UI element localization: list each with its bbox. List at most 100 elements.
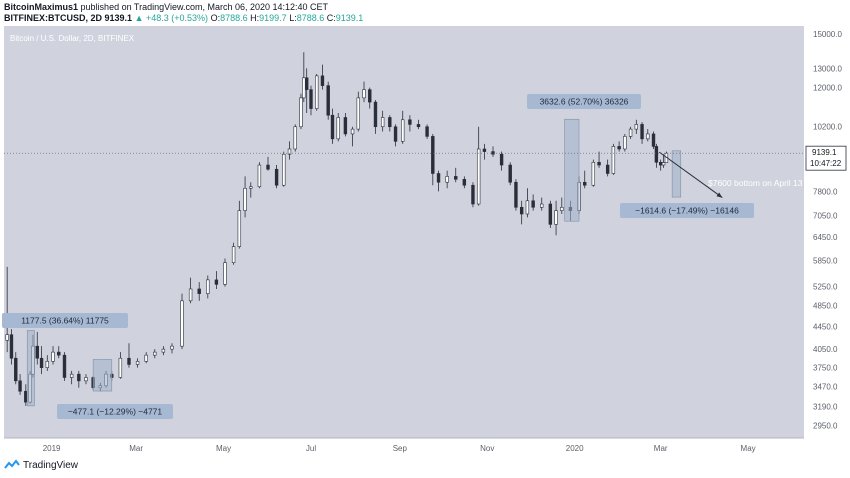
candle-body (14, 357, 18, 382)
price-scale[interactable] (804, 26, 850, 438)
candle-body (170, 345, 174, 350)
candle-body (51, 351, 55, 362)
price-tag-countdown: 10:47:22 (810, 159, 842, 168)
candle-body (266, 164, 270, 170)
candle-body (197, 288, 201, 294)
y-tick-label: 10200.0 (813, 123, 842, 132)
y-tick-label: 4850.0 (813, 302, 838, 311)
projection-annotation: $7600 bottom on April 13 (708, 178, 803, 188)
candle-body (368, 89, 372, 103)
x-tick-label: 2019 (43, 444, 61, 453)
range-label: 1177.5 (36.64%) 11775 (21, 316, 109, 326)
candle-body (343, 117, 348, 135)
tradingview-brand[interactable]: TradingView (4, 459, 78, 471)
y-tick-label: 3750.0 (813, 364, 838, 373)
candle-body (231, 246, 236, 263)
candle-body (531, 200, 535, 208)
range-label-box (527, 94, 641, 109)
range-label-box (620, 203, 754, 218)
candle-body (380, 117, 385, 128)
candle-body (431, 136, 435, 174)
x-tick-label: May (216, 444, 231, 453)
candle-body (57, 351, 61, 356)
candle-body (476, 148, 481, 205)
candle-body (548, 203, 553, 225)
candle-body (180, 300, 184, 347)
candle-body (214, 279, 219, 285)
candle-body (249, 186, 253, 189)
x-tick-label: Mar (129, 444, 143, 453)
arrow-head-icon (716, 192, 723, 198)
candle-body (373, 101, 378, 128)
author-name[interactable]: BitcoinMaximus1 (4, 2, 79, 12)
x-tick-label: 2020 (566, 444, 584, 453)
range-label-box (57, 404, 173, 419)
candle-body (287, 148, 292, 155)
y-tick-label: 7050.0 (813, 212, 838, 221)
candle-body (320, 75, 325, 86)
candle-body (605, 164, 610, 174)
candle-body (591, 161, 596, 186)
range-box (26, 330, 35, 407)
candle-body (257, 164, 262, 188)
y-tick-label: 5850.0 (813, 257, 838, 266)
candle-body (362, 89, 366, 99)
range-label: −477.1 (−12.29%) −4771 (68, 407, 163, 417)
candle-body (35, 345, 39, 359)
projection-arrow[interactable] (658, 151, 723, 198)
candle-body (661, 162, 666, 166)
range-label-box (2, 313, 128, 328)
range-box (564, 118, 580, 222)
plot-area[interactable] (4, 26, 804, 438)
candle-body (304, 77, 309, 90)
candle-body (436, 173, 441, 183)
y-tick-label: 6450.0 (813, 233, 838, 242)
candle-body (45, 361, 49, 368)
candle-body (293, 126, 297, 150)
price-change: +48.3 (+0.53%) (146, 13, 209, 23)
y-tick-label: 3470.0 (813, 382, 838, 391)
candle-body (525, 200, 530, 215)
candle-body (508, 164, 512, 183)
last-price: 9139.1 (104, 13, 133, 23)
candle-body (617, 146, 621, 150)
candle-body (462, 178, 467, 186)
candle-body (302, 77, 306, 99)
x-tick-label: Mar (654, 444, 668, 453)
candle-body (144, 354, 148, 362)
candle-body (282, 153, 286, 186)
candle-body (24, 390, 28, 403)
candle-body (18, 380, 22, 392)
candle-body (350, 128, 355, 135)
price-tag-box (805, 145, 847, 171)
range-box (671, 150, 682, 198)
candle-body (454, 176, 458, 180)
candle-body (223, 262, 227, 285)
y-tick-label: 7800.0 (813, 187, 838, 196)
candle-body (356, 97, 360, 130)
open-value: 8788.6 (220, 13, 248, 23)
candle-body (315, 75, 319, 109)
measure-ranges: 1177.5 (36.64%) 11775 −477.1 (−12.29%) −4… (2, 94, 754, 419)
candle-body (77, 373, 81, 382)
candle-body (309, 89, 313, 109)
high-label: H: (250, 13, 260, 23)
candle-body (499, 153, 504, 166)
range-label: −1614.6 (−17.49%) −16146 (635, 206, 739, 216)
candle-body (634, 124, 639, 130)
y-tick-label: 5250.0 (813, 283, 838, 292)
close-value: 9139.1 (335, 13, 364, 23)
candle-body (408, 119, 412, 125)
x-tick-label: Sep (393, 444, 408, 453)
candle-body (583, 181, 587, 186)
candle-body (425, 126, 429, 137)
publish-line: BitcoinMaximus1 published on TradingView… (4, 2, 328, 12)
range-label: 3632.6 (52.70%) 36326 (540, 97, 629, 107)
low-label: L: (289, 13, 297, 23)
candle-body (540, 203, 544, 208)
candle-body (326, 85, 330, 116)
candle-body (651, 133, 656, 147)
open-label: O: (210, 13, 221, 23)
publish-info: published on TradingView.com, March 06, … (80, 2, 329, 12)
